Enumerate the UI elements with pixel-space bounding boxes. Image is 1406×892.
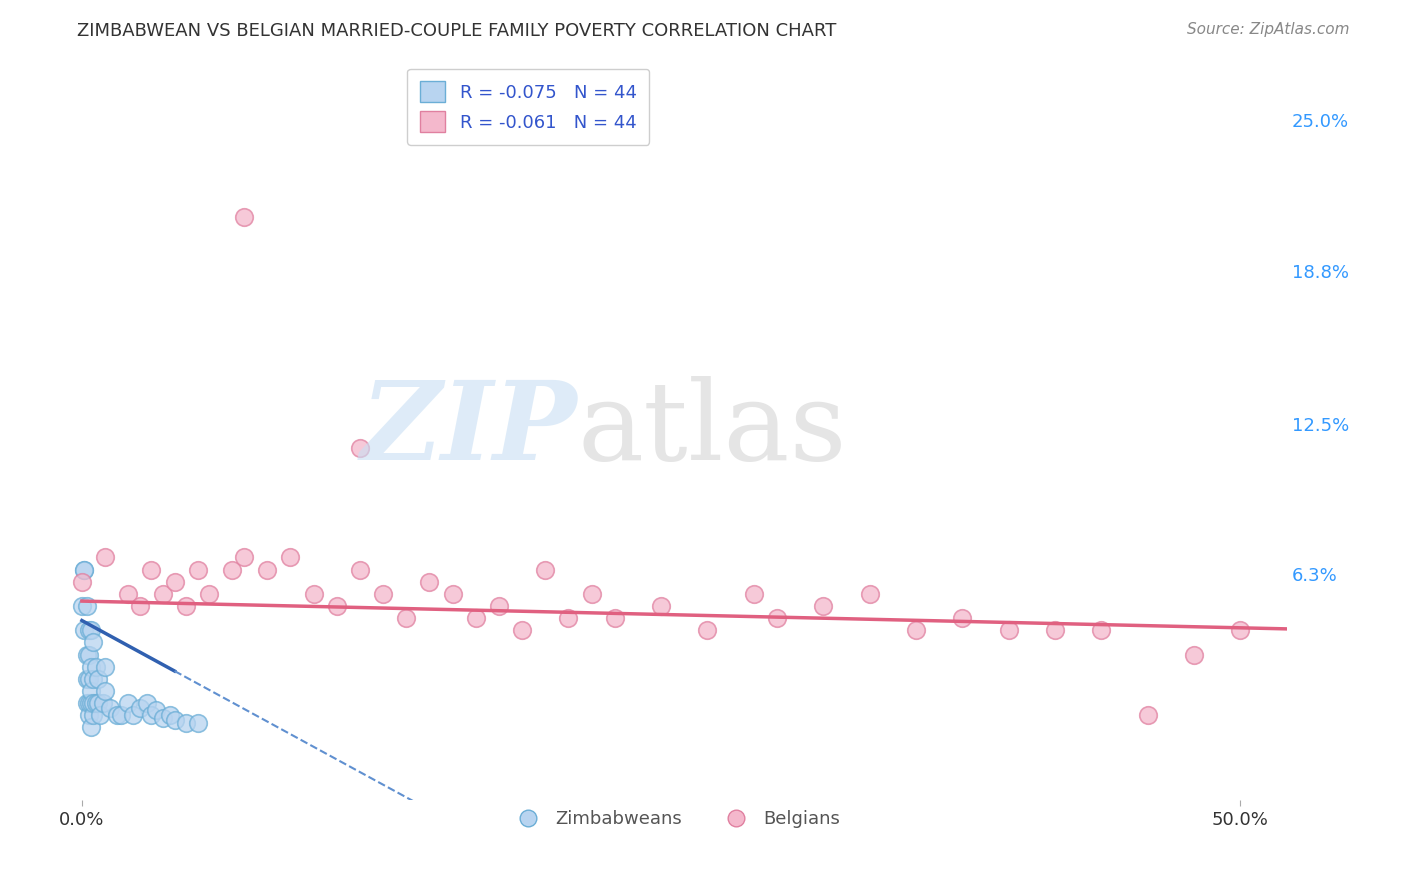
Point [603, 611, 626, 625]
Point [94, 659, 117, 673]
Point [77, 672, 100, 686]
Point [94, 684, 117, 698]
Point [950, 611, 973, 625]
Point [82, 708, 104, 723]
Point [121, 708, 143, 723]
Point [302, 587, 325, 601]
Point [73, 562, 96, 576]
Point [221, 562, 243, 576]
Point [110, 708, 132, 723]
Point [141, 562, 163, 576]
Point [84, 659, 107, 673]
Point [87, 672, 110, 686]
Text: ZIMBABWEAN VS BELGIAN MARRIED-COUPLE FAMILY POVERTY CORRELATION CHART: ZIMBABWEAN VS BELGIAN MARRIED-COUPLE FAM… [77, 22, 837, 40]
Text: Source: ZipAtlas.com: Source: ZipAtlas.com [1187, 22, 1350, 37]
Point [128, 701, 150, 715]
Point [82, 672, 104, 686]
Point [76, 696, 98, 710]
Point [441, 587, 464, 601]
Point [76, 599, 98, 613]
Point [187, 715, 209, 730]
Legend: Zimbabweans, Belgians: Zimbabweans, Belgians [503, 803, 848, 836]
Point [91, 696, 114, 710]
Point [80, 659, 103, 673]
Point [159, 708, 181, 723]
Point [557, 611, 579, 625]
Point [464, 611, 486, 625]
Point [141, 708, 163, 723]
Point [117, 587, 139, 601]
Point [145, 703, 167, 717]
Point [1043, 624, 1066, 638]
Point [77, 648, 100, 662]
Point [997, 624, 1019, 638]
Point [418, 574, 440, 589]
Point [1136, 708, 1159, 723]
Point [76, 648, 98, 662]
Point [94, 550, 117, 565]
Point [742, 587, 765, 601]
Point [76, 672, 98, 686]
Point [128, 599, 150, 613]
Point [174, 599, 197, 613]
Point [534, 562, 557, 576]
Point [77, 708, 100, 723]
Point [105, 708, 128, 723]
Point [349, 441, 371, 455]
Point [280, 550, 302, 565]
Point [488, 599, 510, 613]
Point [198, 587, 221, 601]
Point [233, 550, 256, 565]
Point [117, 696, 139, 710]
Point [1229, 624, 1251, 638]
Point [233, 211, 256, 225]
Point [813, 599, 835, 613]
Point [82, 696, 104, 710]
Point [581, 587, 603, 601]
Point [766, 611, 789, 625]
Point [135, 696, 157, 710]
Point [187, 562, 209, 576]
Point [395, 611, 418, 625]
Point [326, 599, 349, 613]
Point [70, 599, 93, 613]
Point [80, 624, 103, 638]
Point [80, 720, 103, 734]
Point [152, 711, 174, 725]
Point [349, 562, 371, 576]
Point [174, 715, 197, 730]
Point [77, 624, 100, 638]
Point [73, 624, 96, 638]
Point [82, 635, 104, 649]
Point [510, 624, 533, 638]
Point [89, 708, 111, 723]
Text: atlas: atlas [578, 376, 846, 483]
Point [1090, 624, 1112, 638]
Point [859, 587, 882, 601]
Point [70, 574, 93, 589]
Point [371, 587, 394, 601]
Point [152, 587, 174, 601]
Point [163, 574, 186, 589]
Point [163, 713, 186, 727]
Point [80, 684, 103, 698]
Point [73, 562, 96, 576]
Point [84, 696, 107, 710]
Point [904, 624, 927, 638]
Point [77, 696, 100, 710]
Point [98, 701, 121, 715]
Point [87, 696, 110, 710]
Point [1182, 648, 1205, 662]
Point [696, 624, 718, 638]
Point [256, 562, 278, 576]
Text: ZIP: ZIP [360, 376, 578, 483]
Point [80, 696, 103, 710]
Point [650, 599, 672, 613]
